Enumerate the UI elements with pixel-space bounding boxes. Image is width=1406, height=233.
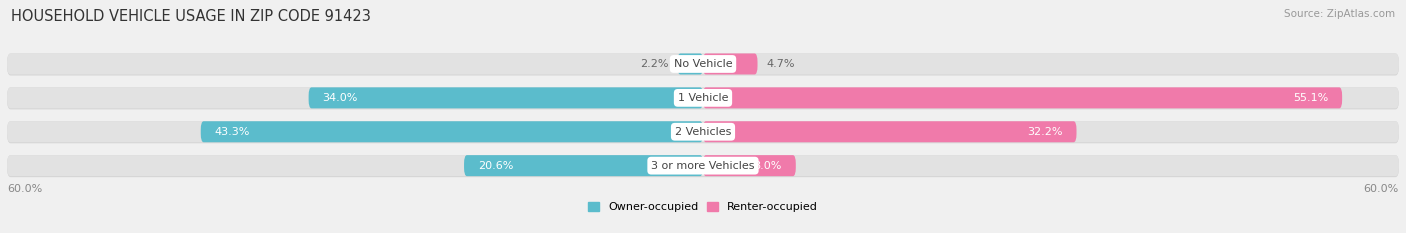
Text: 1 Vehicle: 1 Vehicle bbox=[678, 93, 728, 103]
Text: 20.6%: 20.6% bbox=[478, 161, 513, 171]
FancyBboxPatch shape bbox=[703, 155, 796, 176]
Text: 4.7%: 4.7% bbox=[766, 59, 796, 69]
Text: 2.2%: 2.2% bbox=[640, 59, 668, 69]
FancyBboxPatch shape bbox=[703, 53, 758, 75]
FancyBboxPatch shape bbox=[308, 87, 703, 108]
Text: 3 or more Vehicles: 3 or more Vehicles bbox=[651, 161, 755, 171]
Legend: Owner-occupied, Renter-occupied: Owner-occupied, Renter-occupied bbox=[588, 202, 818, 212]
FancyBboxPatch shape bbox=[7, 53, 1399, 75]
FancyBboxPatch shape bbox=[7, 155, 1399, 177]
Text: 8.0%: 8.0% bbox=[754, 161, 782, 171]
FancyBboxPatch shape bbox=[201, 121, 703, 142]
FancyBboxPatch shape bbox=[464, 155, 703, 176]
FancyBboxPatch shape bbox=[7, 121, 1399, 142]
Text: Source: ZipAtlas.com: Source: ZipAtlas.com bbox=[1284, 9, 1395, 19]
FancyBboxPatch shape bbox=[703, 121, 1077, 142]
FancyBboxPatch shape bbox=[7, 155, 1399, 176]
Text: 34.0%: 34.0% bbox=[322, 93, 359, 103]
FancyBboxPatch shape bbox=[703, 87, 1343, 108]
Text: 32.2%: 32.2% bbox=[1028, 127, 1063, 137]
Text: 2 Vehicles: 2 Vehicles bbox=[675, 127, 731, 137]
Text: 43.3%: 43.3% bbox=[215, 127, 250, 137]
FancyBboxPatch shape bbox=[7, 121, 1399, 143]
Text: 60.0%: 60.0% bbox=[7, 184, 42, 194]
Text: 60.0%: 60.0% bbox=[1364, 184, 1399, 194]
Text: No Vehicle: No Vehicle bbox=[673, 59, 733, 69]
FancyBboxPatch shape bbox=[7, 53, 1399, 75]
FancyBboxPatch shape bbox=[7, 87, 1399, 109]
FancyBboxPatch shape bbox=[678, 53, 703, 75]
Text: HOUSEHOLD VEHICLE USAGE IN ZIP CODE 91423: HOUSEHOLD VEHICLE USAGE IN ZIP CODE 9142… bbox=[11, 9, 371, 24]
Text: 55.1%: 55.1% bbox=[1294, 93, 1329, 103]
FancyBboxPatch shape bbox=[7, 87, 1399, 108]
